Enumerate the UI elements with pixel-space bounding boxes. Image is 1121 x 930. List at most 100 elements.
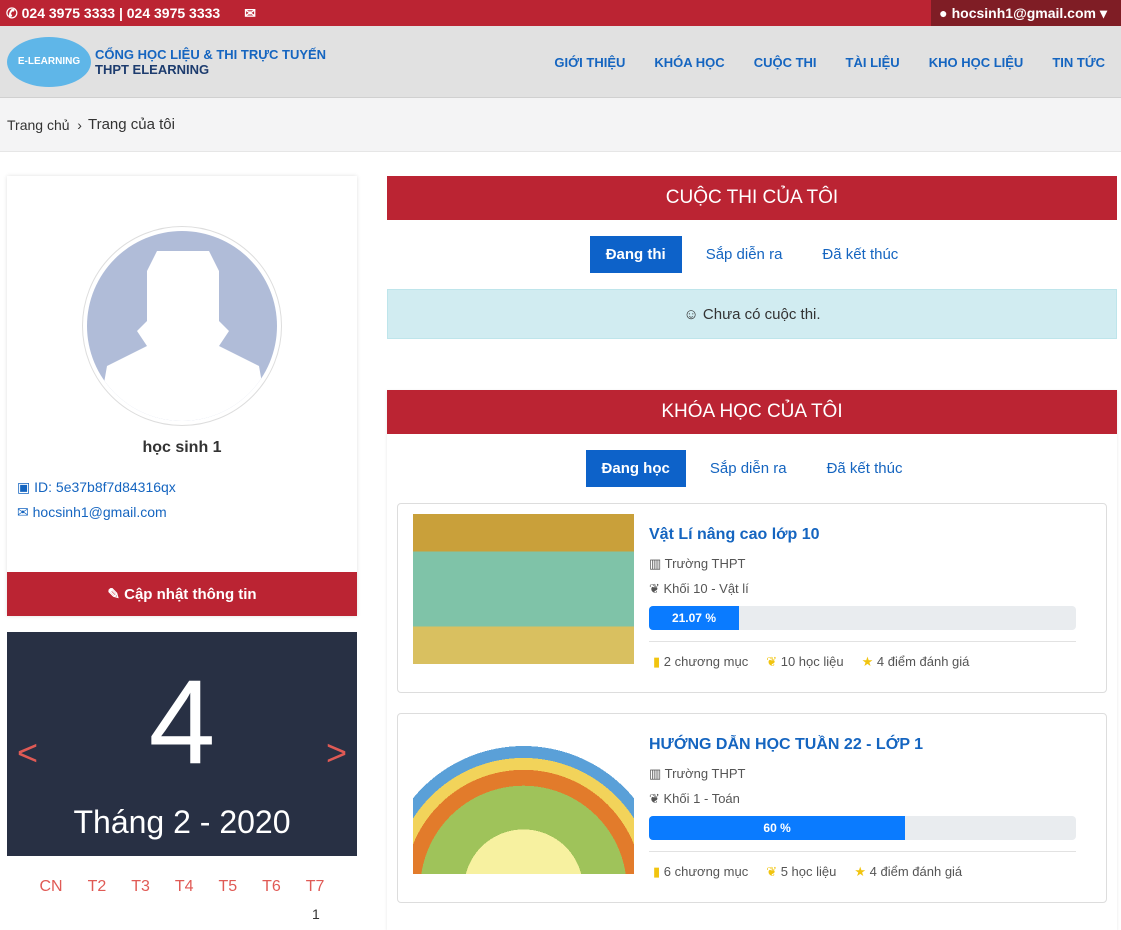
breadcrumb: Trang chủ › Trang của tôi: [0, 98, 1121, 152]
leaf-icon: ❦: [766, 864, 781, 879]
tab-da-ket-thuc[interactable]: Đã kết thúc: [822, 246, 899, 263]
progress-fill: 21.07 %: [649, 606, 739, 630]
course-school: ▥ Trường THPT: [649, 766, 1076, 782]
course-grade: ❦ Khối 10 - Vật lí: [649, 581, 1076, 597]
contests-title: CUỘC THI CỦA TÔI: [387, 176, 1117, 220]
progress-fill: 60 %: [649, 816, 906, 840]
weekday: T6: [262, 878, 281, 895]
rating-text: 4 điểm đánh giá: [876, 654, 970, 669]
weekday: CN: [39, 878, 63, 895]
breadcrumb-home[interactable]: Trang chủ: [7, 116, 70, 133]
materials: ❦ 10 học liệu: [766, 654, 843, 670]
materials-text: 10 học liệu: [780, 654, 844, 669]
progress-bar: 60 %: [649, 816, 1076, 840]
nav-kho-hoc-lieu[interactable]: KHO HỌC LIỆU: [928, 54, 1024, 70]
logo-text: E-LEARNING: [17, 56, 81, 67]
breadcrumb-current: Trang của tôi: [87, 116, 175, 133]
calendar-weekdays: CN T2 T3 T4 T5 T6 T7: [7, 856, 357, 896]
brand-line2: THPT ELEARNING: [95, 61, 210, 77]
nav-gioi-thieu[interactable]: GIỚI THIỆU: [554, 54, 626, 70]
building-icon: ▥: [649, 766, 665, 781]
profile-email: ✉ hocsinh1@gmail.com: [17, 504, 167, 521]
header: E-LEARNING CỔNG HỌC LIỆU & THI TRỰC TUYẾ…: [0, 26, 1121, 98]
chevron-right-icon: ›: [77, 116, 82, 133]
weekday: T2: [87, 878, 107, 895]
email-text: hocsinh1@gmail.com: [32, 504, 167, 520]
rating-text: 4 điểm đánh giá: [869, 864, 963, 879]
course-title[interactable]: Vật Lí nâng cao lớp 10: [649, 526, 820, 543]
course-title[interactable]: HƯỚNG DẪN HỌC TUẦN 22 - LỚP 1: [649, 736, 924, 753]
chapters: ▮ 2 chương mục: [653, 654, 748, 670]
building-icon: ▥: [649, 556, 665, 571]
materials-text: 5 học liệu: [780, 864, 837, 879]
leaf-icon: ❦: [649, 581, 664, 596]
school-text: Trường THPT: [664, 556, 746, 571]
user-email: hocsinh1@gmail.com: [951, 5, 1096, 21]
update-profile-button[interactable]: ✎ Cập nhật thông tin: [7, 572, 357, 616]
phone-icon: ✆: [6, 4, 22, 21]
leaf-icon: ❦: [766, 654, 781, 669]
star-icon: ★: [861, 654, 877, 669]
progress-bar: 21.07 %: [649, 606, 1076, 630]
user-menu[interactable]: ● hocsinh1@gmail.com ▾: [931, 0, 1121, 26]
grade-text: Khối 1 - Toán: [663, 791, 740, 806]
edit-icon: ✎: [107, 586, 125, 603]
brand[interactable]: CỔNG HỌC LIỆU & THI TRỰC TUYẾN THPT ELEAR…: [95, 47, 326, 77]
user-icon: ●: [939, 5, 948, 21]
school-text: Trường THPT: [664, 766, 746, 781]
calendar-prev-button[interactable]: <: [17, 732, 39, 773]
courses-title: KHÓA HỌC CỦA TÔI: [387, 390, 1117, 434]
profile-name: học sinh 1: [142, 439, 222, 456]
caret-down-icon: ▾: [1099, 4, 1107, 21]
phone-numbers: 024 3975 3333 | 024 3975 3333: [21, 5, 221, 21]
brand-line1: CỔNG HỌC LIỆU & THI TRỰC TUYẾN: [95, 46, 327, 62]
tab-dang-thi[interactable]: Đang thi: [589, 236, 682, 273]
rating: ★ 4 điểm đánh giá: [862, 654, 970, 670]
course-card[interactable]: Vật Lí nâng cao lớp 10 ▥ Trường THPT ❦ K…: [397, 503, 1107, 693]
calendar-month: Tháng 2 - 2020: [73, 804, 291, 840]
weekday: T4: [174, 878, 194, 895]
logo[interactable]: E-LEARNING: [7, 36, 91, 87]
tab-sap-dien-ra[interactable]: Sắp diễn ra: [709, 460, 787, 477]
envelope-icon: ✉: [17, 504, 33, 520]
book-icon: ▮: [653, 864, 664, 879]
calendar-date[interactable]: 1: [312, 906, 320, 922]
tab-da-ket-thuc[interactable]: Đã kết thúc: [826, 460, 903, 477]
main-nav: GIỚI THIỆU KHÓA HỌC CUỘC THI TÀI LIỆU KH…: [554, 26, 1105, 98]
grade-text: Khối 10 - Vật lí: [663, 581, 749, 596]
nav-khoa-hoc[interactable]: KHÓA HỌC: [654, 54, 725, 70]
id-card-icon: ▣: [17, 479, 35, 495]
mail-icon[interactable]: ✉: [244, 4, 256, 21]
nav-cuoc-thi[interactable]: CUỘC THI: [753, 54, 817, 70]
course-card[interactable]: HƯỚNG DẪN HỌC TUẦN 22 - LỚP 1 ▥ Trường T…: [397, 713, 1107, 903]
avatar: [82, 226, 282, 426]
empty-alert: ☺ Chưa có cuộc thi.: [387, 289, 1117, 339]
calendar-next-button[interactable]: >: [325, 732, 347, 773]
nav-tin-tuc[interactable]: TIN TỨC: [1052, 54, 1105, 70]
profile-card: học sinh 1 ▣ ID: 5e37b8f7d84316qx ✉ hocs…: [7, 176, 357, 616]
profile-id: ▣ ID: 5e37b8f7d84316qx: [17, 479, 176, 496]
course-thumbnail[interactable]: [413, 724, 634, 874]
my-contests: CUỘC THI CỦA TÔI Đang thi Sắp diễn ra Đã…: [387, 176, 1117, 339]
calendar: 4 < > Tháng 2 - 2020: [7, 632, 357, 856]
chapters-text: 2 chương mục: [663, 654, 749, 669]
top-bar: ✆ 024 3975 3333 | 024 3975 3333 ✉ ● hocsi…: [0, 0, 1121, 26]
weekday: T7: [305, 878, 325, 895]
nav-tai-lieu[interactable]: TÀI LIỆU: [845, 54, 900, 70]
course-thumbnail[interactable]: [413, 514, 634, 664]
leaf-icon: ❦: [649, 791, 664, 806]
my-courses: KHÓA HỌC CỦA TÔI Đang học Sắp diễn ra Đã…: [387, 390, 1117, 930]
rating: ★ 4 điểm đánh giá: [854, 864, 962, 880]
update-label: Cập nhật thông tin: [124, 585, 257, 603]
chapters: ▮ 6 chương mục: [653, 864, 748, 880]
course-grade: ❦ Khối 1 - Toán: [649, 791, 1076, 807]
book-icon: ▮: [653, 654, 664, 669]
materials: ❦ 5 học liệu: [766, 864, 836, 880]
tab-sap-dien-ra[interactable]: Sắp diễn ra: [705, 246, 783, 263]
weekday: T3: [131, 878, 150, 895]
chapters-text: 6 chương mục: [663, 864, 749, 879]
course-school: ▥ Trường THPT: [649, 556, 1076, 572]
id-text: ID: 5e37b8f7d84316qx: [34, 479, 176, 495]
calendar-day: 4: [148, 655, 216, 789]
tab-dang-hoc[interactable]: Đang học: [585, 450, 686, 487]
